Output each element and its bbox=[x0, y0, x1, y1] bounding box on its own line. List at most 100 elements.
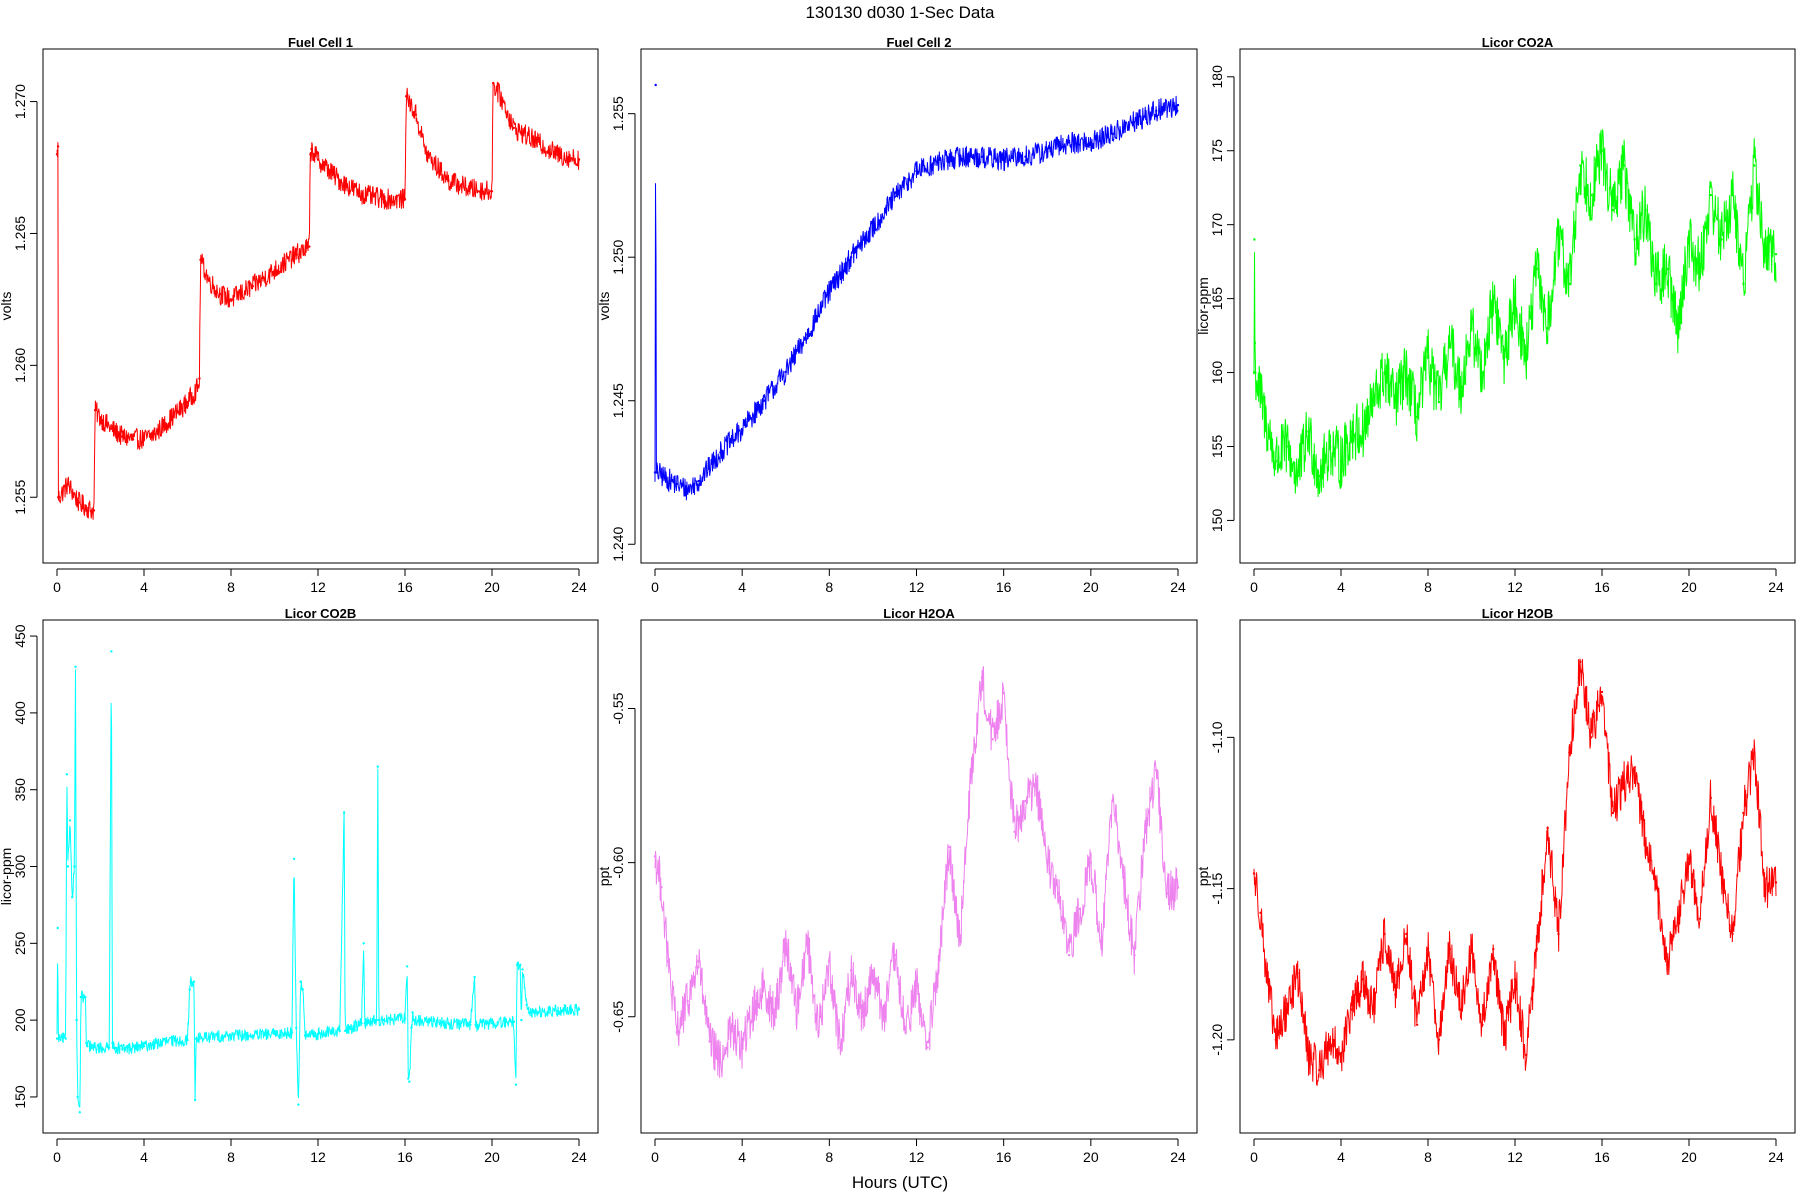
data-point bbox=[1296, 972, 1299, 975]
data-point bbox=[121, 435, 124, 438]
data-point bbox=[142, 438, 146, 441]
x-tick-label: 16 bbox=[1594, 1149, 1610, 1165]
figure-title: 130130 d030 1-Sec Data bbox=[805, 3, 995, 22]
data-point bbox=[85, 1042, 88, 1045]
data-point bbox=[653, 855, 657, 858]
data-point bbox=[491, 81, 495, 85]
data-point bbox=[1470, 947, 1473, 951]
data-point bbox=[412, 1018, 415, 1022]
data-point bbox=[56, 145, 60, 148]
data-point bbox=[251, 1034, 254, 1037]
y-tick-label: 400 bbox=[12, 701, 28, 725]
data-point bbox=[525, 1003, 528, 1006]
y-tick-label: 175 bbox=[1209, 139, 1225, 163]
data-point bbox=[697, 960, 700, 963]
data-point bbox=[1024, 155, 1027, 158]
x-tick-label: 0 bbox=[651, 1149, 659, 1165]
data-point bbox=[730, 1027, 733, 1031]
data-point bbox=[1579, 660, 1582, 663]
data-point bbox=[382, 198, 385, 201]
data-point bbox=[871, 969, 875, 972]
data-point bbox=[86, 1045, 89, 1048]
data-point bbox=[1742, 282, 1745, 285]
data-point bbox=[1611, 811, 1615, 815]
data-point bbox=[90, 509, 94, 512]
data-point bbox=[556, 1009, 559, 1013]
y-tick-label: 350 bbox=[12, 778, 28, 802]
data-point bbox=[1133, 121, 1136, 124]
data-point bbox=[686, 488, 689, 491]
data-point bbox=[1611, 208, 1615, 212]
data-point bbox=[198, 377, 201, 380]
data-point bbox=[1328, 1038, 1332, 1042]
data-point bbox=[762, 984, 766, 988]
panel-title: Fuel Cell 1 bbox=[288, 35, 353, 50]
data-point bbox=[1024, 799, 1027, 803]
data-point bbox=[1622, 164, 1626, 167]
data-point bbox=[1753, 751, 1756, 754]
data-point bbox=[795, 1009, 798, 1012]
data-point bbox=[490, 190, 494, 193]
y-tick-label: -0.65 bbox=[610, 1001, 626, 1033]
data-point bbox=[806, 938, 809, 941]
data-point bbox=[501, 100, 505, 103]
chart-panel-3: Licor CO2A 0 4 8 12 16 20 24 150 155 160 165 170 175 1… bbox=[1195, 35, 1796, 595]
data-point bbox=[197, 385, 200, 388]
data-point bbox=[1698, 917, 1702, 920]
data-point bbox=[76, 1095, 79, 1099]
data-point bbox=[1394, 400, 1397, 404]
x-tick-label: 16 bbox=[397, 1149, 413, 1165]
data-point bbox=[1513, 297, 1517, 300]
x-tick-label: 4 bbox=[140, 1149, 148, 1165]
data-point bbox=[1731, 932, 1734, 936]
data-point bbox=[666, 960, 670, 963]
data-point bbox=[849, 256, 853, 259]
plot-frame bbox=[1239, 48, 1796, 564]
y-tick-label: -0.60 bbox=[610, 846, 626, 878]
data-point bbox=[1731, 193, 1734, 197]
data-point bbox=[1426, 356, 1430, 359]
data-point bbox=[142, 1045, 146, 1048]
data-point bbox=[1100, 938, 1103, 941]
data-point bbox=[1318, 474, 1321, 478]
data-point bbox=[1176, 886, 1180, 889]
data-point bbox=[110, 650, 113, 653]
x-tick-label: 20 bbox=[484, 579, 500, 595]
x-tick-label: 16 bbox=[397, 579, 413, 595]
data-point bbox=[175, 411, 178, 414]
data-point bbox=[1253, 341, 1257, 345]
data-point bbox=[1492, 947, 1495, 951]
y-tick-label: -0.55 bbox=[610, 692, 626, 724]
data-point bbox=[860, 1015, 864, 1018]
data-point bbox=[534, 1011, 537, 1014]
data-point bbox=[660, 886, 663, 889]
data-point bbox=[1089, 861, 1093, 864]
data-point bbox=[521, 968, 524, 971]
x-tick-label: 20 bbox=[1681, 579, 1697, 595]
data-point bbox=[186, 401, 189, 404]
data-point bbox=[316, 158, 320, 161]
series-line bbox=[56, 81, 580, 520]
data-point bbox=[99, 1046, 102, 1050]
data-point bbox=[915, 984, 918, 988]
data-point bbox=[469, 1023, 472, 1026]
data-point bbox=[1763, 887, 1767, 890]
data-point bbox=[1720, 238, 1723, 241]
data-point bbox=[1263, 415, 1267, 419]
data-point bbox=[65, 773, 69, 776]
data-point bbox=[1253, 238, 1256, 241]
data-point bbox=[295, 253, 298, 256]
data-point bbox=[1339, 1053, 1343, 1057]
data-point bbox=[410, 1026, 413, 1030]
data-point bbox=[773, 1015, 777, 1018]
data-point bbox=[218, 292, 222, 296]
data-point bbox=[406, 965, 409, 968]
data-point bbox=[408, 1080, 411, 1083]
data-point bbox=[1013, 830, 1016, 833]
data-point bbox=[751, 1009, 755, 1012]
data-point bbox=[519, 963, 522, 966]
data-point bbox=[1002, 158, 1005, 161]
data-point bbox=[577, 1008, 581, 1011]
data-point bbox=[414, 113, 418, 117]
